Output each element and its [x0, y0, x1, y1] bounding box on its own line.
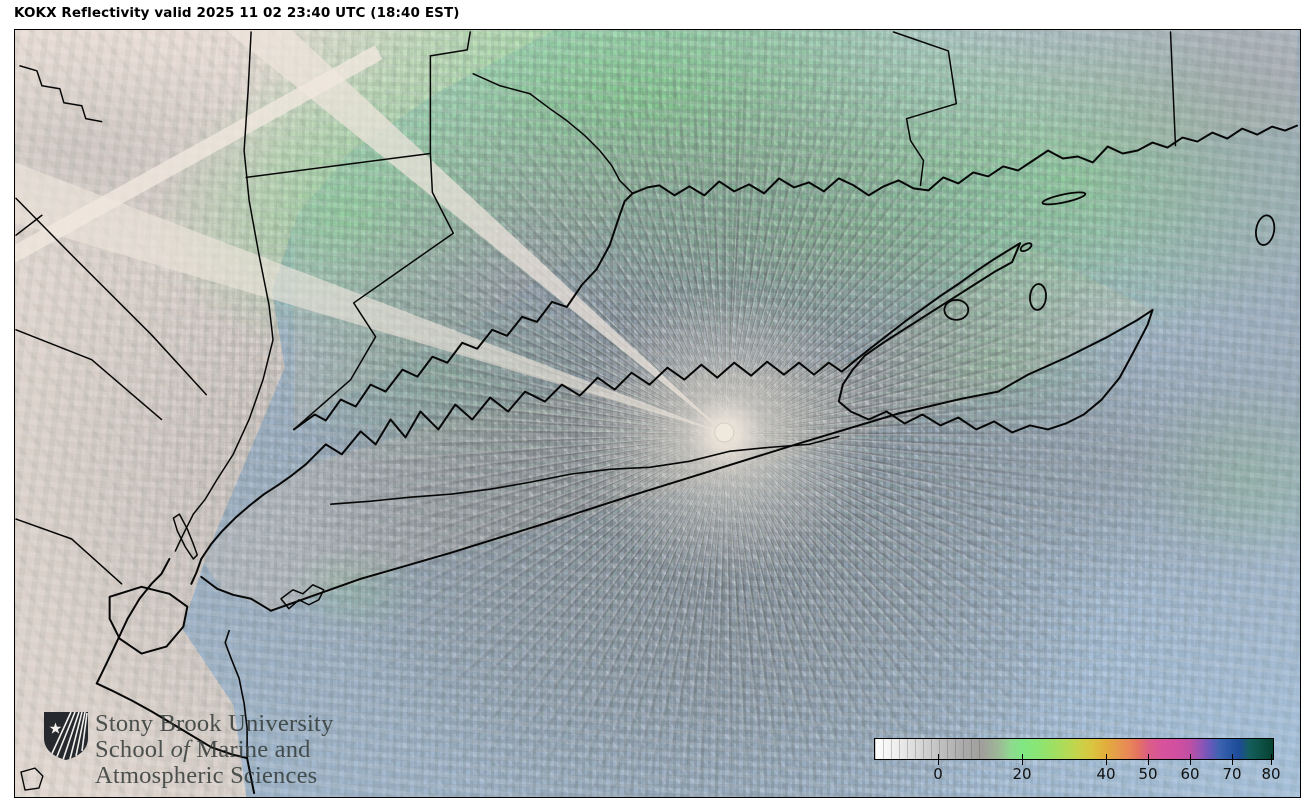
sbu-shield-icon — [44, 712, 88, 760]
pond — [20, 767, 44, 791]
colorbar-tick — [1106, 754, 1108, 765]
sbu-watermark-text: Stony Brook University School of Marine … — [95, 711, 334, 789]
colorbar-tick-label: 40 — [1096, 765, 1116, 783]
great-south-bay-edge — [329, 435, 840, 505]
coastlines-overlay — [15, 31, 1298, 795]
manhattan-outline — [172, 513, 199, 560]
colorbar-tick — [938, 754, 940, 765]
colorbar-tick-label: 60 — [1180, 765, 1200, 783]
figure-title: KOKX Reflectivity valid 2025 11 02 23:40… — [14, 5, 460, 21]
jamaica-bay — [280, 584, 325, 610]
sandy-hook-spit — [224, 629, 248, 759]
staten-island — [108, 585, 189, 655]
colorbar-tick-label: 70 — [1222, 765, 1242, 783]
hudson-river — [174, 31, 274, 552]
colorbar-tick-label: 50 — [1138, 765, 1158, 783]
star-icon — [49, 722, 62, 734]
sbu-watermark: Stony Brook University School of Marine … — [43, 711, 334, 789]
sbu-school-line1: School of Marine and — [95, 736, 311, 763]
ct-coastline — [292, 124, 1298, 431]
radar-site-marker — [714, 422, 735, 443]
colorbar-tick — [1271, 754, 1273, 765]
colorbar-tick — [1148, 754, 1150, 765]
nj-coastline — [95, 557, 256, 795]
li-south-shore — [270, 390, 1000, 612]
colorbar-gradient — [874, 738, 1274, 760]
radar-map-canvas: Stony Brook University School of Marine … — [14, 29, 1301, 798]
colorbar-tick — [1022, 754, 1024, 765]
narrows — [190, 557, 203, 585]
county-boundaries — [15, 31, 1177, 585]
li-north-shore — [304, 242, 1154, 466]
colorbar-tick — [1232, 754, 1234, 765]
colorbar-tick-label: 20 — [1012, 765, 1032, 783]
reflectivity-colorbar: 0 20 40 50 60 70 80 — [874, 738, 1281, 788]
colorbar-tick-label: 0 — [933, 765, 943, 783]
sbu-school-line2: Atmospheric Sciences — [95, 762, 318, 789]
islands — [943, 191, 1276, 321]
east-river — [200, 463, 307, 560]
sbu-org-line: Stony Brook University — [95, 710, 334, 737]
colorbar-tick-label: 80 — [1261, 765, 1281, 783]
brooklyn-shore — [200, 575, 273, 612]
colorbar-tick — [1190, 754, 1192, 765]
